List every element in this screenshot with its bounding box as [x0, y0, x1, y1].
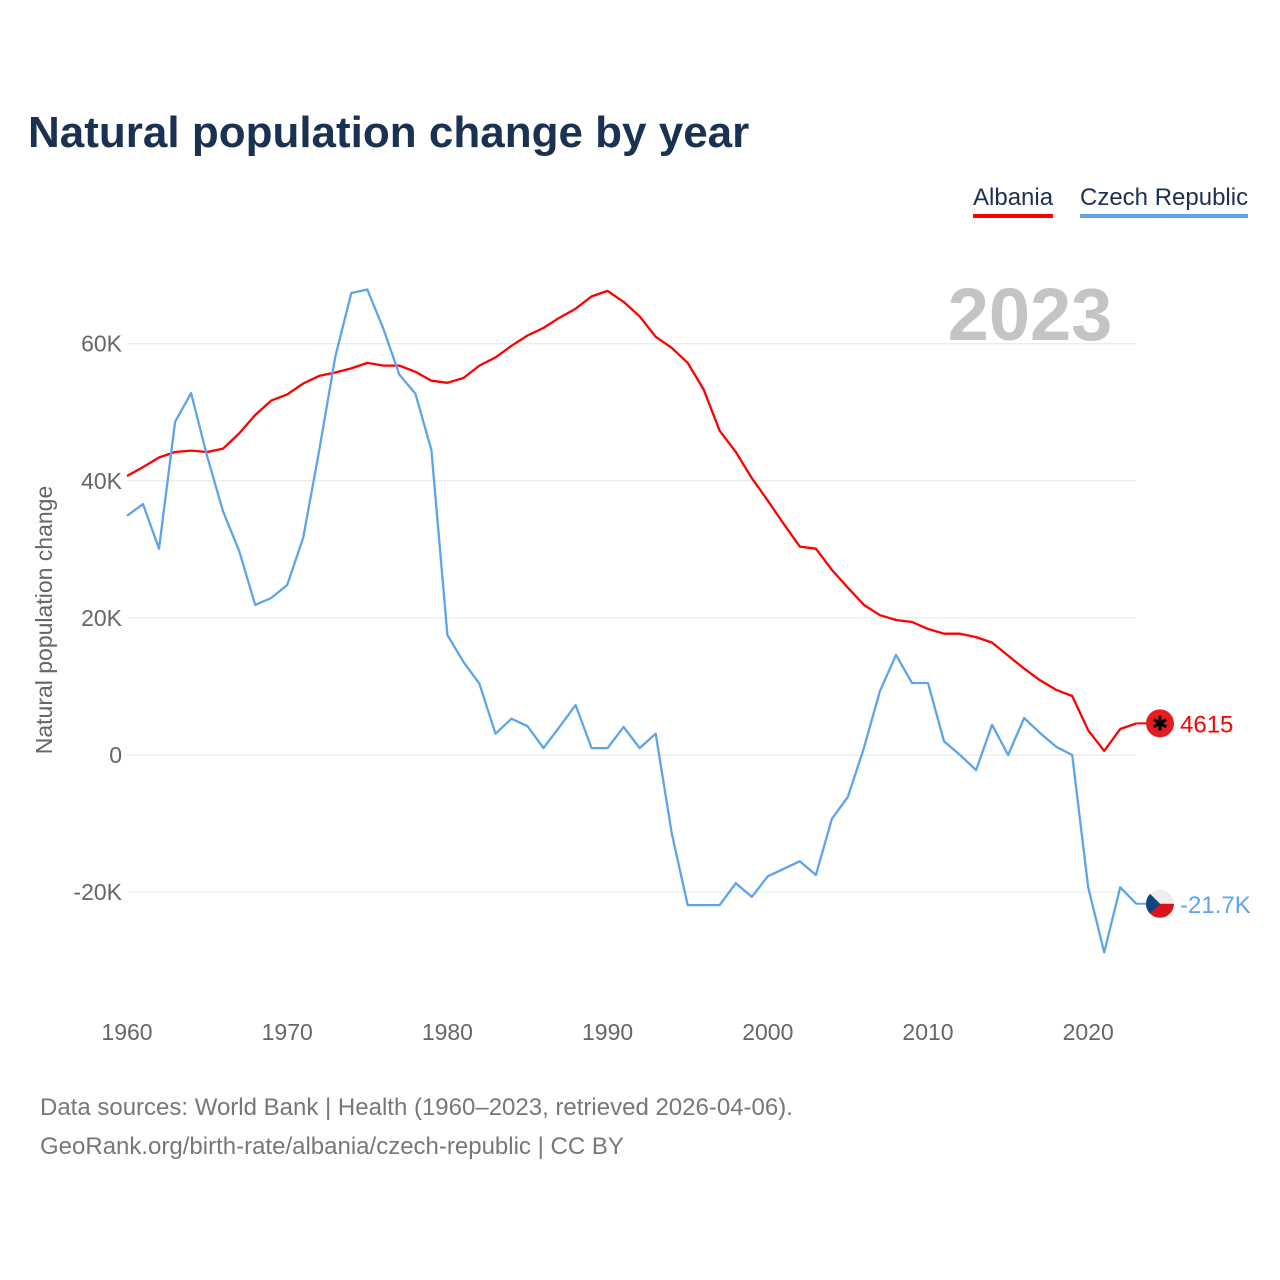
x-tick-label: 2000	[742, 1019, 793, 1045]
end-value-label: -21.7K	[1180, 892, 1251, 919]
source-note: Data sources: World Bank | Health (1960–…	[40, 1088, 793, 1166]
x-tick-label: 2010	[902, 1019, 953, 1045]
x-tick-label: 1970	[262, 1019, 313, 1045]
legend-czech-republic[interactable]: Czech Republic	[1080, 184, 1249, 218]
x-tick-label: 2020	[1063, 1019, 1114, 1045]
x-tick-label: 1990	[582, 1019, 633, 1045]
svg-text:✱: ✱	[1152, 713, 1169, 735]
series-line-albania	[126, 289, 1137, 753]
y-tick-label: 0	[109, 742, 122, 768]
series-line-czech-republic	[126, 288, 1138, 954]
czech-flag-icon	[1146, 889, 1174, 918]
y-tick-label: 60K	[81, 331, 123, 357]
year-watermark: 2023	[948, 273, 1113, 356]
x-tick-label: 1960	[101, 1019, 152, 1045]
legend-albania[interactable]: Albania	[973, 184, 1054, 218]
albania-flag-icon: ✱	[1146, 709, 1174, 738]
y-tick-label: 40K	[81, 468, 123, 494]
chart-title: Natural population change by year	[28, 108, 750, 157]
source-line: Data sources: World Bank | Health (1960–…	[40, 1094, 793, 1121]
y-axis-label: Natural population change	[31, 486, 57, 755]
y-tick-label: -20K	[73, 879, 122, 905]
source-link[interactable]: GeoRank.org/birth-rate/albania/czech-rep…	[40, 1133, 624, 1160]
y-tick-label: 20K	[81, 605, 123, 631]
end-value-label: 4615	[1180, 711, 1233, 738]
x-tick-label: 1980	[422, 1019, 473, 1045]
